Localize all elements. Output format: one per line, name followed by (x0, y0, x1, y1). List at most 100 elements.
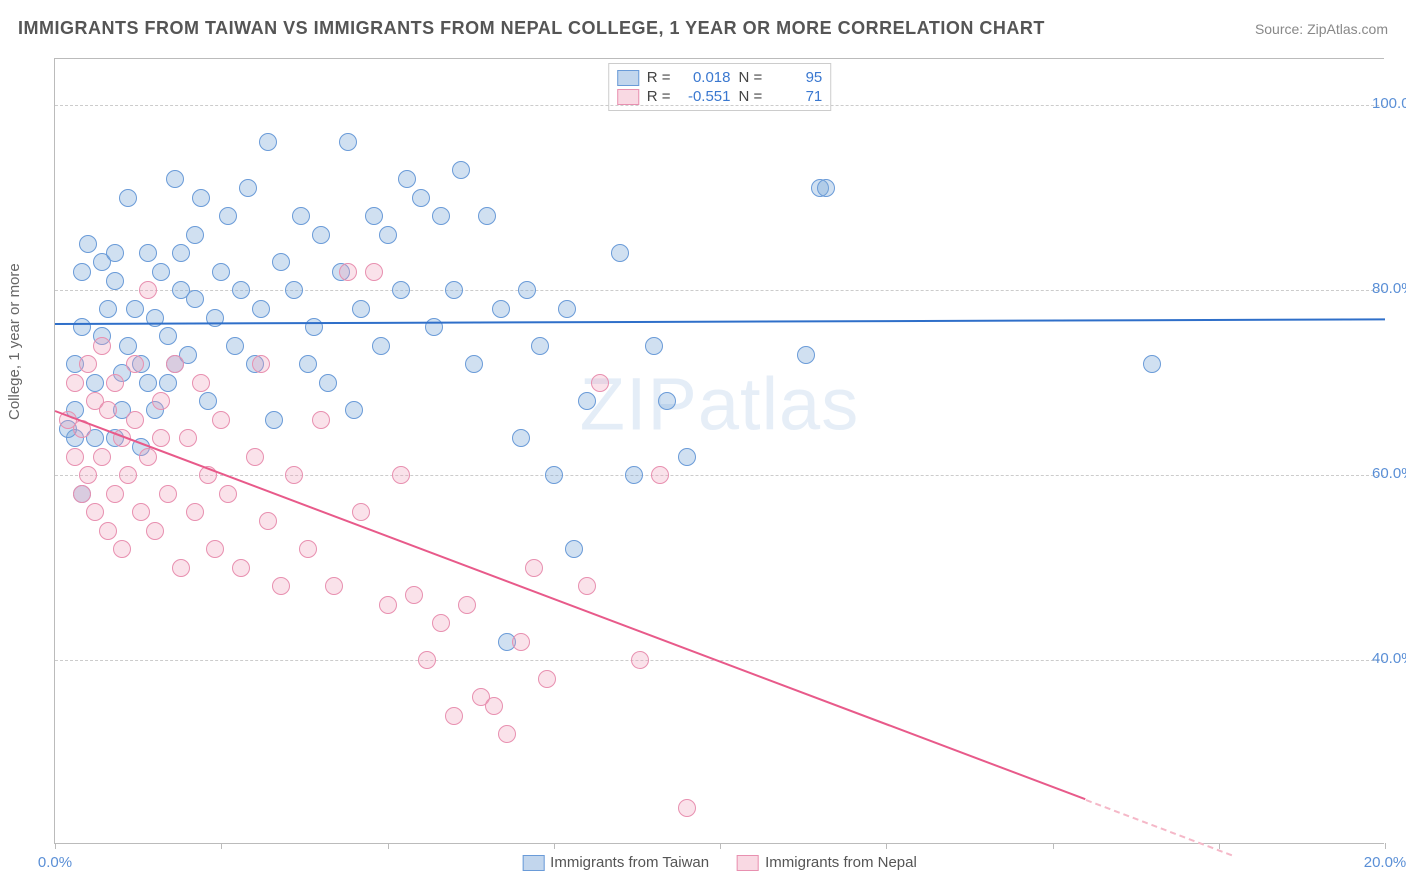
scatter-point-taiwan (73, 318, 91, 336)
scatter-point-nepal (285, 466, 303, 484)
scatter-point-taiwan (146, 309, 164, 327)
xtick-label-end: 20.0% (1364, 854, 1406, 871)
scatter-point-nepal (405, 586, 423, 604)
scatter-point-nepal (432, 614, 450, 632)
gridline (55, 475, 1384, 476)
nepal-r-value: -0.551 (679, 88, 731, 105)
scatter-point-taiwan (445, 281, 463, 299)
scatter-point-nepal (538, 670, 556, 688)
nepal-n-value: 71 (770, 88, 822, 105)
swatch-pink-icon (737, 855, 759, 871)
scatter-point-taiwan (239, 179, 257, 197)
scatter-point-taiwan (172, 244, 190, 262)
xtick (55, 843, 56, 849)
scatter-point-taiwan (265, 411, 283, 429)
scatter-point-taiwan (452, 161, 470, 179)
scatter-point-taiwan (398, 170, 416, 188)
scatter-point-taiwan (425, 318, 443, 336)
scatter-point-taiwan (578, 392, 596, 410)
scatter-point-nepal (93, 448, 111, 466)
scatter-point-nepal (119, 466, 137, 484)
xtick-label-start: 0.0% (38, 854, 72, 871)
scatter-point-nepal (339, 263, 357, 281)
scatter-point-nepal (66, 374, 84, 392)
scatter-point-taiwan (159, 327, 177, 345)
scatter-point-nepal (578, 577, 596, 595)
correlation-stats-legend: R = 0.018 N = 95 R = -0.551 N = 71 (608, 63, 832, 111)
gridline (55, 105, 1384, 106)
scatter-point-nepal (272, 577, 290, 595)
scatter-point-nepal (113, 429, 131, 447)
scatter-point-taiwan (339, 133, 357, 151)
scatter-point-nepal (485, 697, 503, 715)
xtick (554, 843, 555, 849)
scatter-point-taiwan (219, 207, 237, 225)
scatter-point-taiwan (345, 401, 363, 419)
chart-plot-area: ZIPatlas R = 0.018 N = 95 R = -0.551 N =… (54, 58, 1384, 844)
scatter-point-nepal (312, 411, 330, 429)
n-label: N = (739, 88, 763, 105)
scatter-point-nepal (132, 503, 150, 521)
swatch-blue-icon (522, 855, 544, 871)
scatter-point-nepal (206, 540, 224, 558)
scatter-point-taiwan (319, 374, 337, 392)
scatter-point-taiwan (285, 281, 303, 299)
xtick (388, 843, 389, 849)
scatter-point-taiwan (1143, 355, 1161, 373)
scatter-point-nepal (126, 411, 144, 429)
scatter-point-nepal (106, 485, 124, 503)
scatter-point-taiwan (518, 281, 536, 299)
scatter-point-nepal (352, 503, 370, 521)
scatter-point-taiwan (512, 429, 530, 447)
xtick (221, 843, 222, 849)
scatter-point-nepal (159, 485, 177, 503)
scatter-point-nepal (418, 651, 436, 669)
scatter-point-nepal (86, 503, 104, 521)
scatter-point-taiwan (139, 374, 157, 392)
scatter-point-nepal (631, 651, 649, 669)
scatter-point-nepal (252, 355, 270, 373)
scatter-point-nepal (139, 281, 157, 299)
legend-label-taiwan: Immigrants from Taiwan (550, 854, 709, 871)
scatter-point-taiwan (73, 263, 91, 281)
scatter-point-nepal (73, 485, 91, 503)
taiwan-r-value: 0.018 (679, 69, 731, 86)
swatch-pink-icon (617, 89, 639, 105)
scatter-point-taiwan (365, 207, 383, 225)
legend-item-nepal: Immigrants from Nepal (737, 854, 917, 871)
scatter-point-nepal (79, 466, 97, 484)
ytick-label: 40.0% (1366, 650, 1406, 667)
y-axis-label: College, 1 year or more (6, 263, 23, 420)
ytick-label: 100.0% (1366, 95, 1406, 112)
scatter-point-taiwan (797, 346, 815, 364)
scatter-point-nepal (146, 522, 164, 540)
source-attribution: Source: ZipAtlas.com (1255, 21, 1388, 37)
scatter-point-taiwan (392, 281, 410, 299)
scatter-point-taiwan (152, 263, 170, 281)
scatter-point-nepal (199, 466, 217, 484)
scatter-point-taiwan (645, 337, 663, 355)
scatter-point-nepal (219, 485, 237, 503)
scatter-point-taiwan (79, 235, 97, 253)
scatter-point-taiwan (186, 290, 204, 308)
scatter-point-taiwan (292, 207, 310, 225)
scatter-point-taiwan (658, 392, 676, 410)
scatter-point-taiwan (352, 300, 370, 318)
scatter-point-taiwan (678, 448, 696, 466)
scatter-point-taiwan (252, 300, 270, 318)
stats-row-nepal: R = -0.551 N = 71 (617, 87, 823, 106)
scatter-point-taiwan (625, 466, 643, 484)
gridline (55, 290, 1384, 291)
scatter-point-nepal (512, 633, 530, 651)
scatter-point-nepal (152, 392, 170, 410)
scatter-point-taiwan (206, 309, 224, 327)
scatter-point-taiwan (119, 337, 137, 355)
legend-item-taiwan: Immigrants from Taiwan (522, 854, 709, 871)
r-label: R = (647, 69, 671, 86)
scatter-point-nepal (458, 596, 476, 614)
scatter-point-taiwan (119, 189, 137, 207)
trend-line-taiwan (55, 318, 1385, 325)
scatter-point-taiwan (611, 244, 629, 262)
scatter-point-taiwan (212, 263, 230, 281)
scatter-point-taiwan (106, 272, 124, 290)
